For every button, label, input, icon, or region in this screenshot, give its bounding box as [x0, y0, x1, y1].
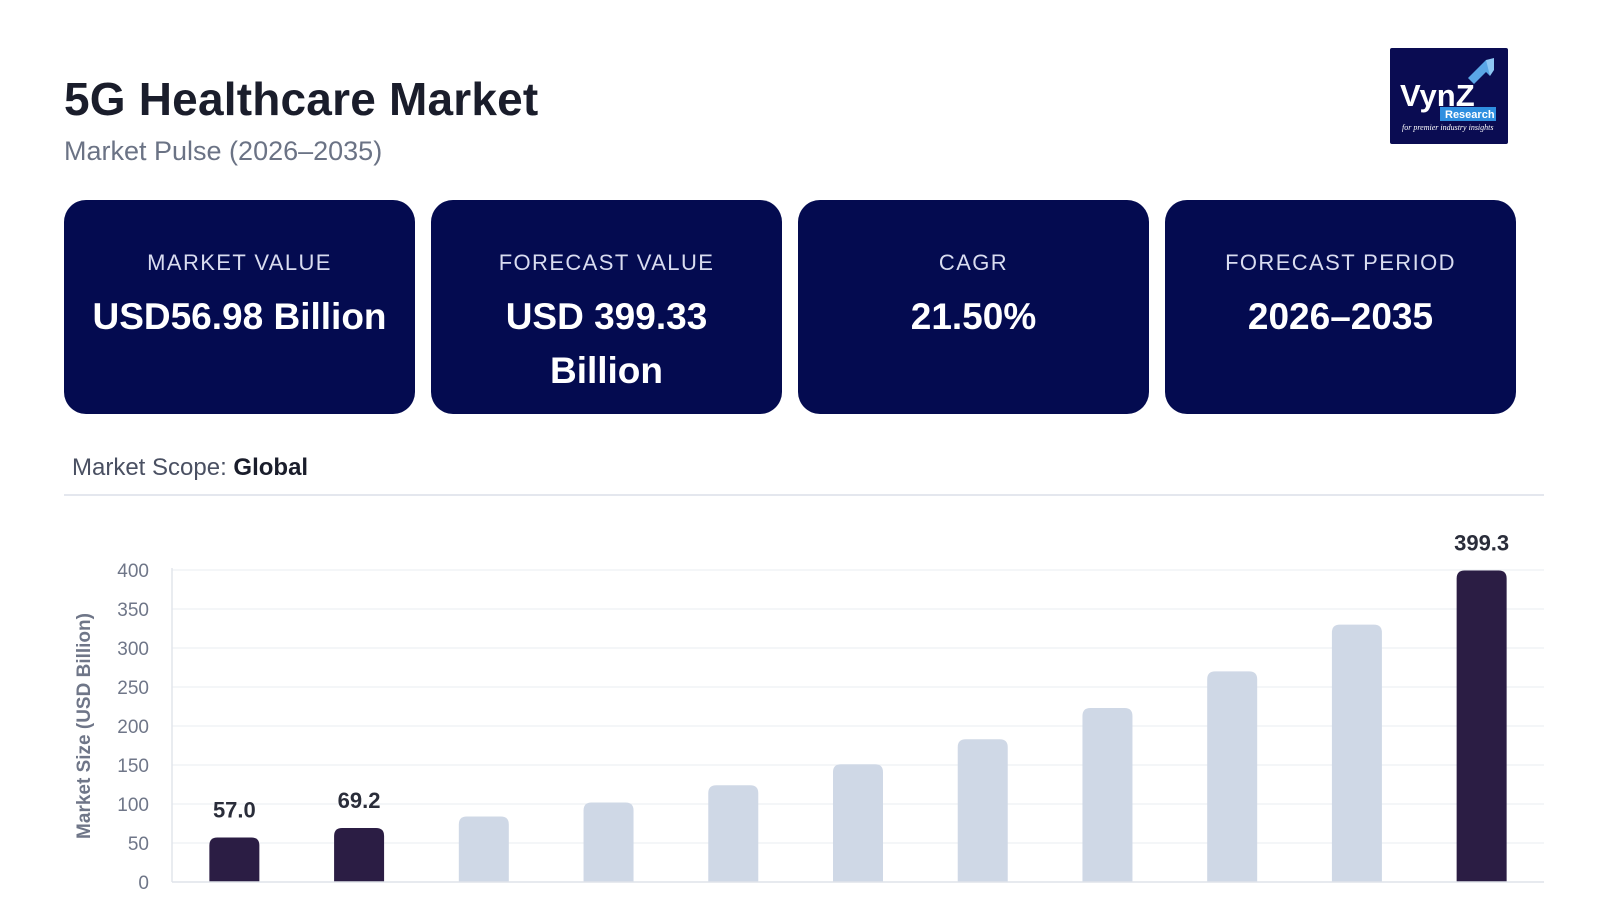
section-divider	[64, 494, 1544, 496]
bar	[1082, 708, 1133, 882]
bar	[458, 816, 509, 882]
bar	[833, 764, 883, 882]
bar	[209, 837, 260, 882]
kpi-card-cagr: CAGR 21.50%	[798, 200, 1149, 414]
y-axis-label: Market Size (USD Billion)	[74, 613, 95, 839]
kpi-label: FORECAST PERIOD	[1225, 250, 1456, 275]
vynz-research-logo: VynZ Research for premier industry insig…	[1390, 48, 1508, 144]
kpi-card-forecast-value: FORECAST VALUE USD 399.33 Billion	[431, 200, 782, 414]
bar	[957, 739, 1008, 882]
kpi-card-forecast-period: FORECAST PERIOD 2026–2035	[1165, 200, 1516, 414]
kpi-value: 21.50%	[910, 296, 1037, 337]
y-tick-label: 250	[117, 678, 149, 699]
market-scope: Market Scope: Global	[72, 454, 308, 482]
bar	[1207, 671, 1258, 882]
kpi-card-market-value: MARKET VALUE USD56.98 Billion	[64, 200, 415, 414]
market-scope-value: Global	[233, 454, 309, 481]
bar	[583, 802, 634, 882]
market-scope-label: Market Scope:	[72, 454, 227, 481]
logo-tagline: for premier industry insights	[1402, 123, 1493, 132]
kpi-label: CAGR	[938, 250, 1009, 275]
y-tick-label: 400	[117, 561, 149, 582]
kpi-value: 2026–2035	[1247, 296, 1434, 337]
y-tick-label: 50	[128, 834, 149, 855]
page-title: 5G Healthcare Market	[64, 73, 539, 125]
bar	[1456, 570, 1507, 882]
y-tick-label: 100	[117, 795, 149, 816]
y-tick-label: 200	[117, 717, 149, 738]
y-tick-label: 300	[117, 639, 149, 660]
data-label: 57.0	[213, 798, 256, 823]
y-tick-label: 0	[138, 873, 149, 894]
data-label: 69.2	[338, 788, 381, 813]
logo-tag: Research	[1445, 109, 1495, 121]
kpi-value: USD 399.33 Billion	[505, 296, 708, 391]
data-label: 399.3	[1454, 531, 1509, 556]
kpi-label: MARKET VALUE	[147, 250, 332, 275]
kpi-label: FORECAST VALUE	[498, 250, 715, 275]
kpi-value: USD56.98 Billion	[92, 296, 387, 337]
bar	[334, 828, 385, 882]
bar	[708, 785, 759, 882]
bar	[1331, 624, 1382, 882]
y-tick-label: 350	[117, 600, 149, 621]
y-tick-label: 150	[117, 756, 149, 777]
page-subtitle: Market Pulse (2026–2035)	[64, 136, 383, 166]
